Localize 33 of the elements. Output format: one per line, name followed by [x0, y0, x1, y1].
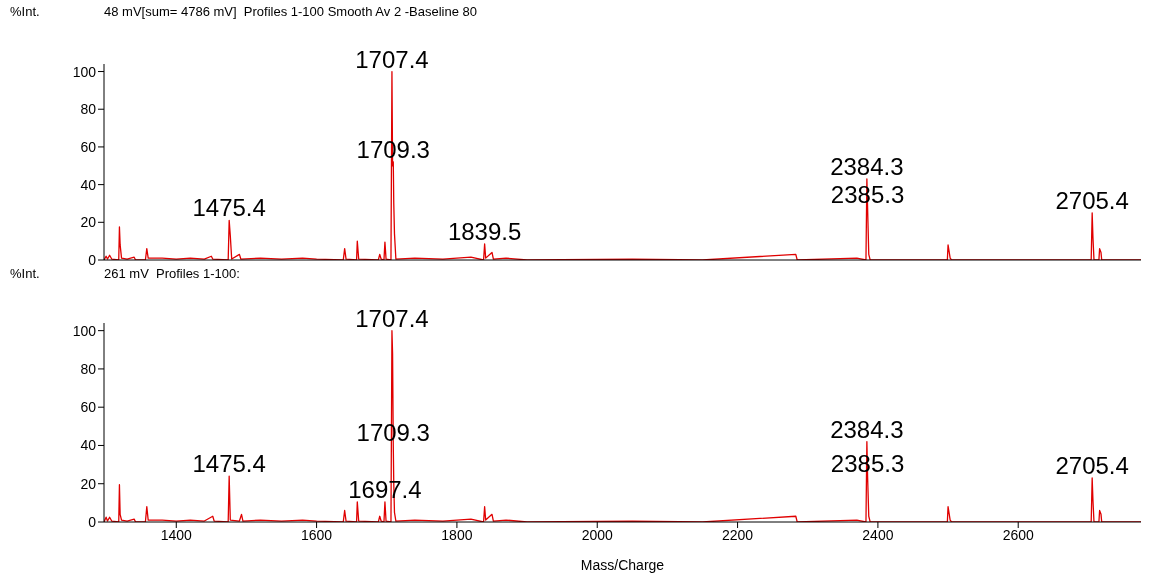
- annotation: 2705.4: [1055, 451, 1129, 479]
- y-tick-label: 80: [80, 360, 97, 377]
- y-tick-label: 20: [80, 475, 97, 492]
- y-tick-label: 40: [80, 437, 97, 454]
- y-tick-label: 100: [72, 322, 97, 339]
- y-tick-label: 80: [80, 101, 97, 118]
- y-axis-title: %Int.: [10, 4, 40, 19]
- chart-title: 48 mV[sum= 4786 mV] Profiles 1-100 Smooth Av 2 -Baseline 80: [104, 4, 477, 19]
- annotation: 1475.4: [192, 450, 266, 478]
- y-tick-label: 60: [80, 399, 97, 416]
- y-tick-label: 40: [80, 176, 97, 193]
- x-tick-label: 2000: [581, 526, 614, 543]
- x-tick-label: 1400: [160, 526, 193, 543]
- x-axis-title: Mass/Charge: [580, 557, 665, 573]
- annotation: 2384.3: [830, 152, 904, 180]
- y-tick-label: 0: [88, 513, 97, 530]
- x-tick-label: 1600: [301, 526, 333, 543]
- x-tick-label: 2600: [1002, 526, 1034, 543]
- annotation: 1707.4: [355, 45, 429, 73]
- annotation: 1839.5: [447, 217, 522, 245]
- y-axis-title: %Int.: [10, 266, 40, 281]
- y-tick-label: 100: [72, 63, 97, 80]
- annotation: 2384.3: [830, 415, 904, 443]
- annotation: 2705.4: [1055, 186, 1129, 214]
- x-tick-label: 2400: [862, 526, 894, 543]
- y-tick-label: 0: [88, 251, 97, 268]
- y-tick-label: 20: [80, 214, 97, 231]
- x-tick-label: 2200: [721, 526, 754, 543]
- annotation: 1475.4: [192, 194, 266, 222]
- y-tick-label: 60: [80, 138, 97, 155]
- x-tick-label: 1800: [441, 526, 473, 543]
- chart-title: 261 mV Profiles 1-100:: [104, 266, 240, 281]
- annotation: 1707.4: [355, 304, 429, 332]
